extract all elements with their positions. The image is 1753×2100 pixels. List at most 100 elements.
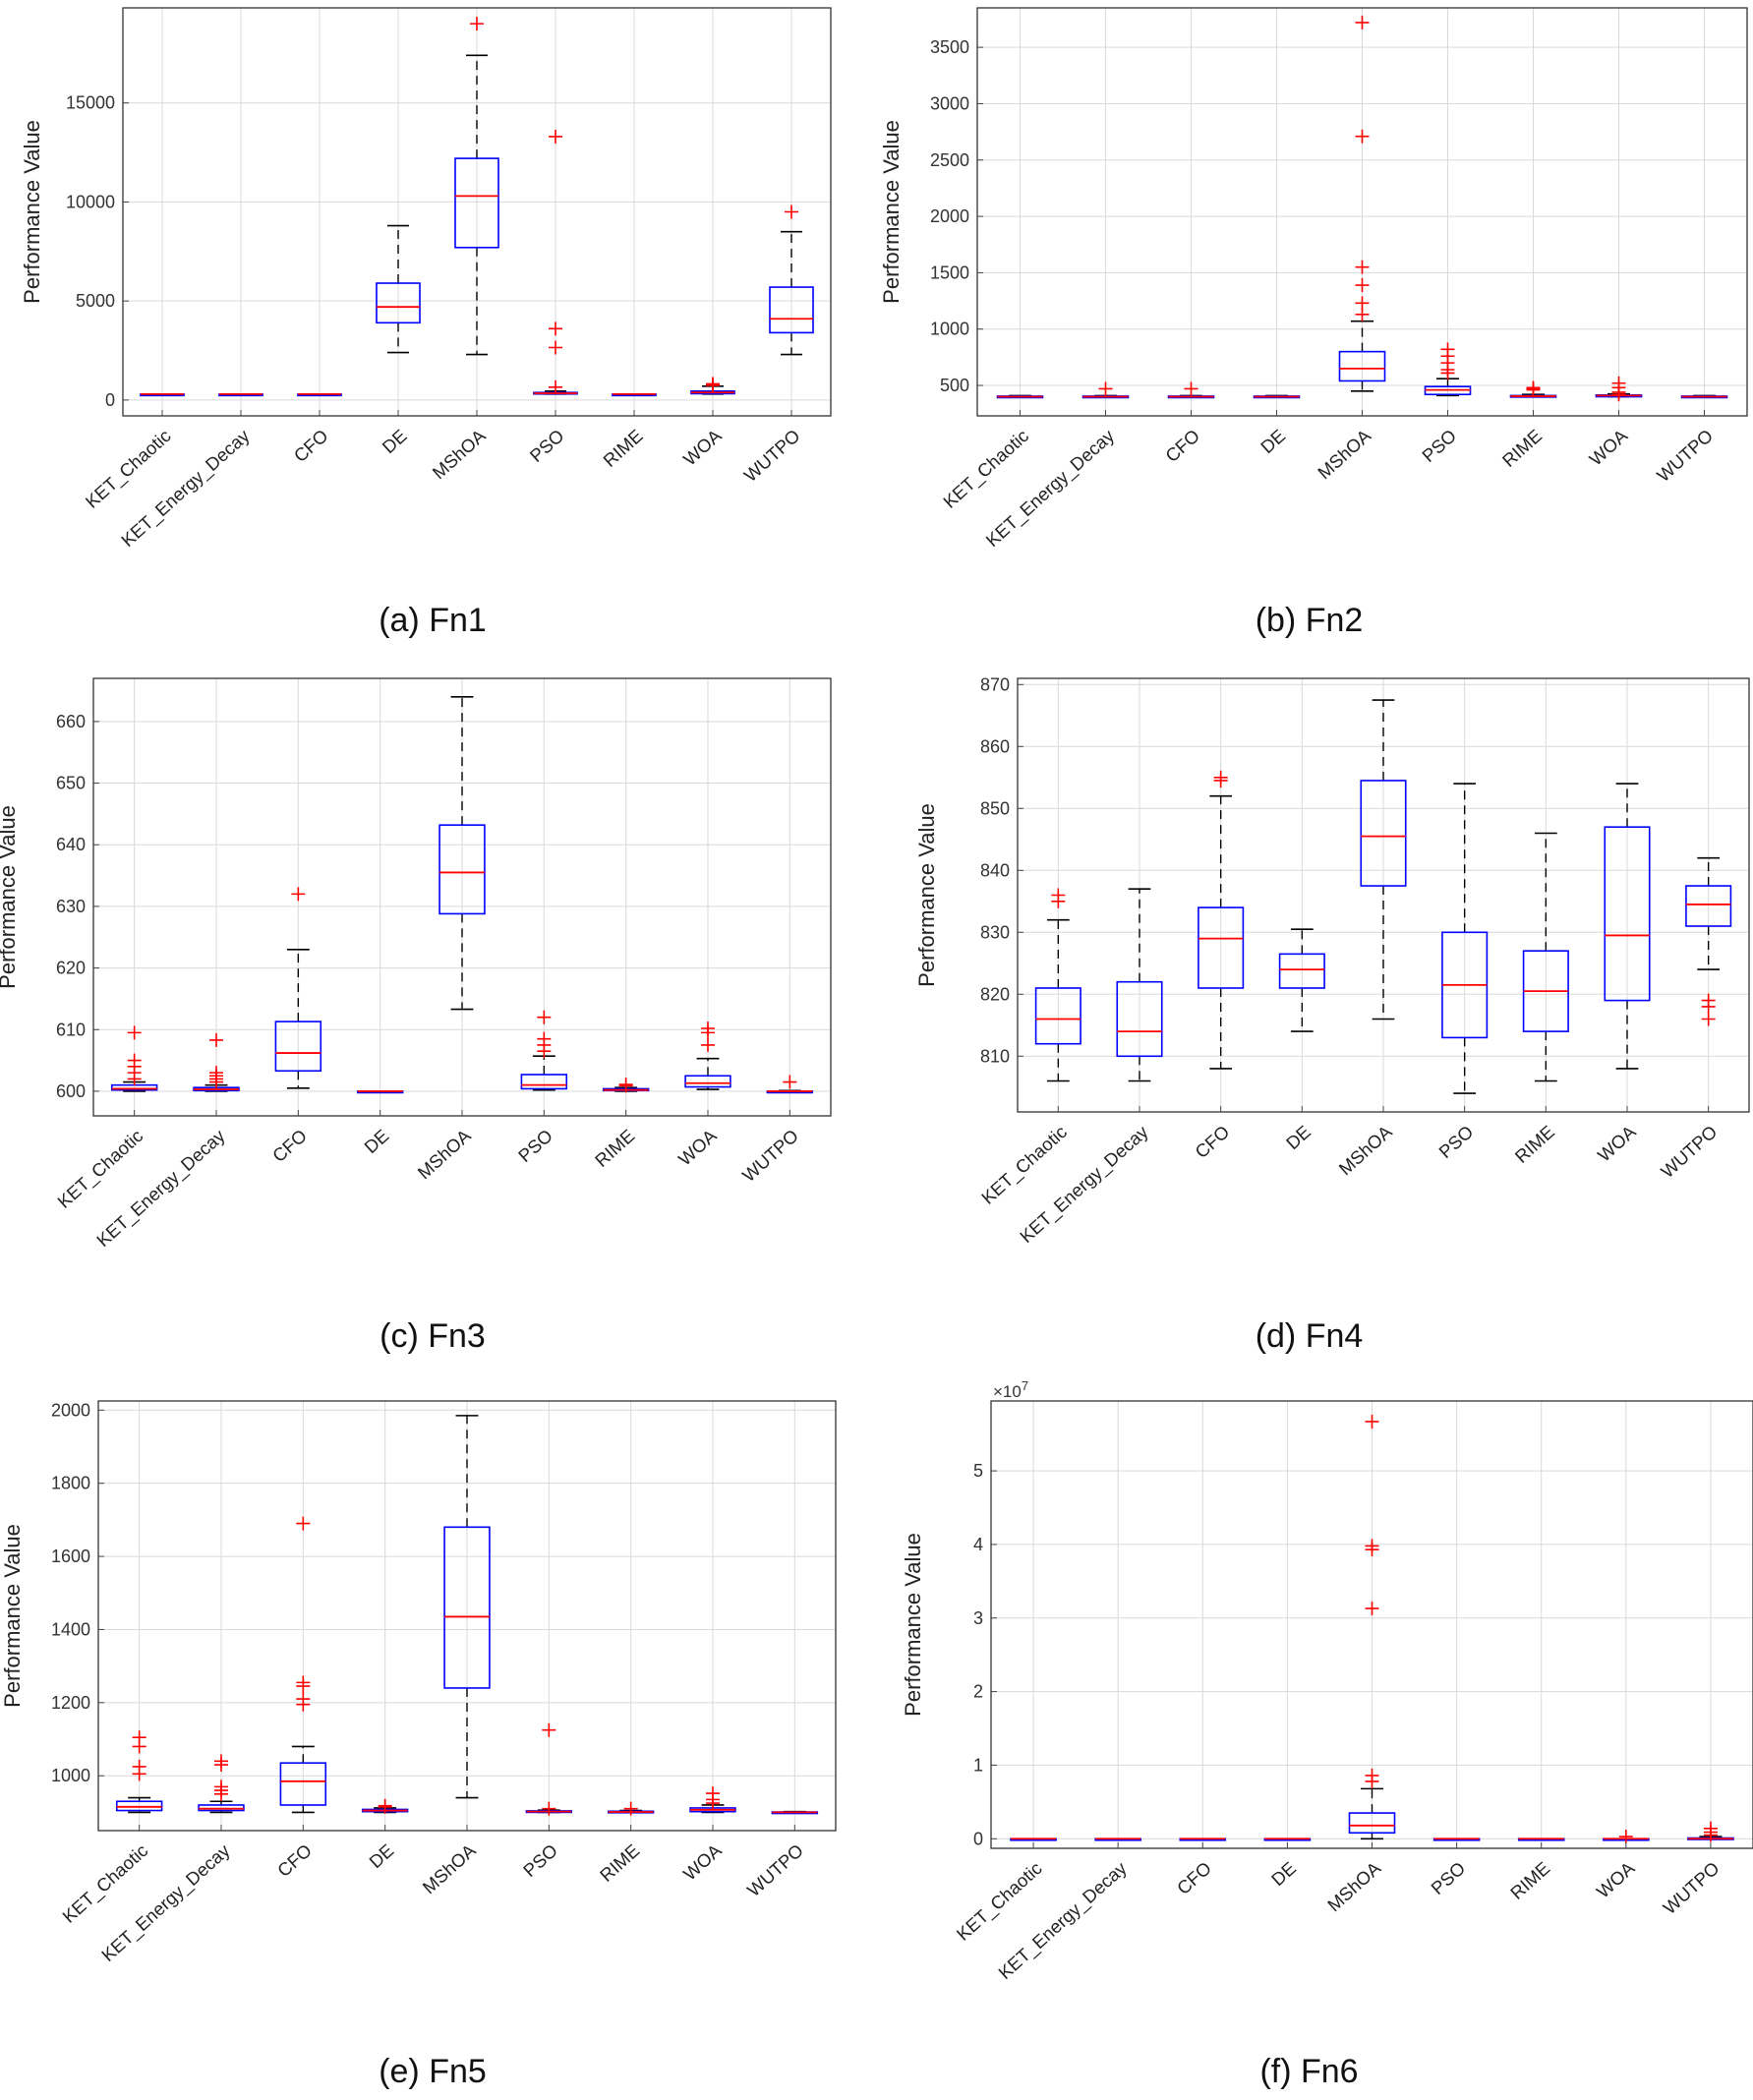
outlier-marker	[549, 321, 562, 336]
iqr-box	[279, 1762, 327, 1806]
x-tick-label: WUTPO	[1653, 425, 1717, 486]
x-tick-label: RIME	[1506, 1857, 1553, 1903]
iqr-box	[454, 157, 499, 249]
chart-fn5: 1000 1200 1400 1600 1800 2000 Performance Valu…	[0, 1400, 837, 1966]
x-tick-label: WOA	[674, 1125, 721, 1170]
box-KET_Energy_Decay	[198, 1754, 245, 1814]
outlier-marker	[706, 1796, 720, 1811]
outlier-marker	[706, 377, 720, 391]
y-tick-label: 1000	[930, 320, 969, 339]
panel-fn4: 810 820 830 840 850 860 870 Performance Value KE…	[865, 664, 1753, 1357]
y-tick-label: 610	[56, 1020, 86, 1039]
outlier-marker	[127, 1072, 142, 1086]
caption-fn5: (e) Fn5	[379, 2053, 487, 2090]
panel-fn3: 600 610 620 630 640 650 660 Performance Value KE…	[0, 664, 865, 1357]
outlier-marker	[542, 1801, 556, 1816]
outlier-marker	[214, 1786, 228, 1801]
panel-fn2: 500 1000 1500 2000 2500 3000 3500 Performance V…	[865, 0, 1753, 698]
box-PSO	[1424, 342, 1472, 397]
iqr-box	[684, 1075, 731, 1088]
outlier-marker	[1701, 999, 1716, 1014]
x-tick-label: CFO	[290, 425, 332, 466]
x-tick-label: DE	[365, 1839, 397, 1872]
outlier-marker	[701, 1037, 715, 1052]
y-tick-label: 10000	[66, 192, 115, 211]
box-CFO	[1167, 381, 1215, 399]
x-tick-label: MShOA	[428, 425, 490, 483]
iqr-box	[520, 1074, 568, 1090]
x-tick-label: MShOA	[1334, 1121, 1396, 1179]
box-RIME	[1517, 1838, 1565, 1841]
outlier-marker	[623, 1801, 638, 1816]
y-tick-label: 630	[56, 897, 86, 916]
x-tick-label: RIME	[599, 425, 646, 471]
iqr-box	[1348, 1812, 1396, 1835]
y-axis-exponent: ×107	[993, 1381, 1028, 1401]
iqr-box	[443, 1526, 491, 1689]
grid	[977, 8, 1747, 416]
outlier-marker	[1051, 894, 1066, 908]
x-tick-label: MShOA	[1314, 425, 1375, 483]
outlier-marker	[701, 1025, 715, 1040]
outlier-marker	[549, 379, 562, 394]
iqr-box	[1034, 987, 1081, 1045]
box-KET_Chaotic	[140, 392, 185, 397]
box-PSO	[1432, 1838, 1481, 1841]
box-CFO	[1198, 770, 1245, 1070]
box-MShOA	[1338, 15, 1386, 392]
y-tick-label: 15000	[66, 93, 115, 113]
panel-fn6: 0 1 2 3 4 5 ×107 Performance Value KET_Chaotic KE…	[865, 1381, 1753, 2100]
outlier-marker	[209, 1075, 223, 1089]
x-tick-label: CFO	[268, 1125, 311, 1166]
iqr-box	[769, 286, 814, 334]
box-KET_Chaotic	[996, 394, 1044, 399]
x-tick-label: PSO	[1434, 1121, 1477, 1162]
box-KET_Energy_Decay	[1081, 381, 1130, 399]
x-tick-label: CFO	[273, 1839, 316, 1881]
iqr-box	[1116, 980, 1163, 1058]
caption-fn1: (a) Fn1	[379, 602, 487, 639]
box-RIME	[1509, 380, 1557, 398]
outlier-marker	[1098, 381, 1113, 396]
y-axis-label: Performance Value	[0, 805, 20, 989]
x-tick-label: RIME	[1498, 425, 1546, 471]
outlier-marker	[1703, 1828, 1718, 1842]
box-KET_Energy_Decay	[218, 392, 263, 397]
y-tick-label: 5	[973, 1461, 983, 1481]
outlier-marker	[618, 1078, 633, 1092]
outlier-marker	[209, 1032, 223, 1047]
y-tick-label: 650	[56, 774, 86, 793]
x-tick-label: WUTPO	[743, 1839, 807, 1900]
y-tick-label: 4	[973, 1535, 983, 1554]
box-RIME	[612, 392, 657, 397]
iqr-box	[198, 1804, 245, 1812]
outlier-marker	[549, 340, 562, 355]
y-axis-label: Performance Value	[901, 1533, 925, 1717]
x-tick-label: KET_Chaotic	[939, 425, 1033, 512]
outlier-marker	[1440, 366, 1455, 380]
outlier-marker	[296, 1679, 311, 1694]
outlier-marker	[296, 1516, 311, 1531]
x-tick-label: CFO	[1161, 425, 1203, 466]
y-tick-label: 0	[973, 1829, 983, 1848]
x-tick-label: MShOA	[413, 1125, 475, 1183]
x-tick-label: WUTPO	[739, 425, 803, 486]
outlier-marker	[1365, 1774, 1379, 1788]
outlier-marker	[214, 1758, 228, 1773]
x-tick-label: WOA	[1585, 425, 1631, 470]
x-tick-label: RIME	[1511, 1121, 1558, 1167]
x-tick-label: RIME	[591, 1125, 638, 1171]
box-KET_Chaotic	[1010, 1838, 1057, 1841]
y-tick-label: 3	[973, 1608, 983, 1628]
y-tick-label: 1600	[51, 1546, 90, 1566]
outlier-marker	[1213, 773, 1228, 788]
y-tick-label: 500	[940, 376, 969, 395]
y-tick-label: 1	[973, 1755, 983, 1775]
box-PSO	[525, 1722, 573, 1816]
box-PSO	[520, 1010, 568, 1091]
y-tick-label: 2500	[930, 150, 969, 170]
outlier-marker	[549, 129, 562, 144]
box-MShOA	[454, 17, 499, 356]
outlier-marker	[127, 1025, 142, 1040]
